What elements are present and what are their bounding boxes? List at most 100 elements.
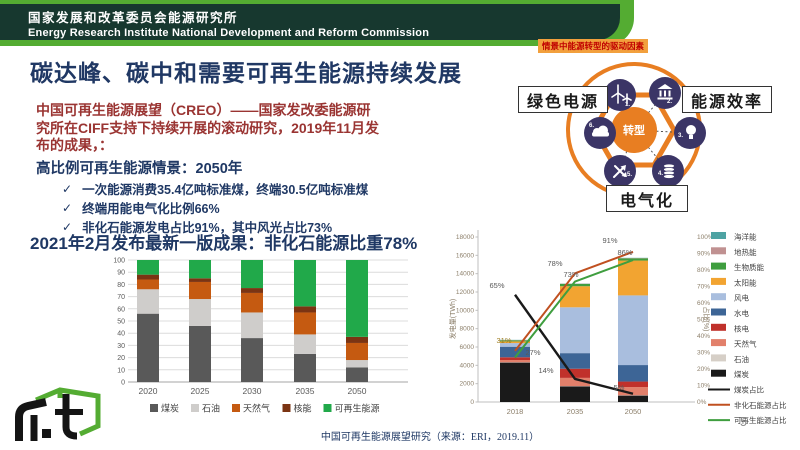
bullet-text: 终端用能电气化比例66% bbox=[82, 202, 220, 216]
intro-line-1: 中国可再生能源展望（CREO）——国家发改委能源研 bbox=[36, 102, 371, 118]
transition-diagram-svg: 转型 1. 2. bbox=[566, 62, 706, 198]
svg-text:4.: 4. bbox=[658, 171, 663, 177]
svg-text:2030: 2030 bbox=[243, 386, 262, 396]
svg-text:80: 80 bbox=[117, 282, 125, 289]
svg-text:煤炭: 煤炭 bbox=[161, 403, 179, 414]
intro-line-2: 究所在CIFF支持下持续开展的滚动研究，2019年11月发 bbox=[36, 119, 380, 136]
svg-text:91%: 91% bbox=[602, 236, 617, 245]
box-energy-efficiency: 能源效率 bbox=[682, 86, 772, 113]
svg-text:海洋能: 海洋能 bbox=[734, 232, 757, 242]
svg-text:14000: 14000 bbox=[456, 271, 474, 278]
check-icon: ✓ bbox=[62, 219, 73, 234]
svg-text:31%: 31% bbox=[496, 336, 511, 345]
page-number: 5 bbox=[740, 415, 747, 429]
svg-text:2035: 2035 bbox=[567, 407, 584, 416]
bank-icon: 2. bbox=[649, 77, 681, 109]
eri-logo bbox=[6, 384, 106, 450]
svg-text:煤炭: 煤炭 bbox=[734, 369, 749, 379]
bullet-text: 非化石能源发电占比91%，其中风光占比73% bbox=[82, 221, 333, 235]
svg-text:核电: 核电 bbox=[734, 323, 749, 333]
svg-text:12000: 12000 bbox=[456, 289, 474, 296]
bullet-item: ✓ 非化石能源发电占比91%，其中风光占比73% bbox=[62, 217, 368, 236]
svg-text:70: 70 bbox=[117, 294, 125, 301]
arrows-icon: 5. bbox=[604, 155, 636, 187]
scenario-heading: 高比例可再生能源情景：2050年 bbox=[36, 161, 243, 177]
svg-text:10000: 10000 bbox=[456, 307, 474, 314]
intro-paragraph: 中国可再生能源展望（CREO）——国家发改委能源研 究所在CIFF支持下持续开展… bbox=[36, 102, 379, 155]
svg-text:73%: 73% bbox=[563, 270, 578, 279]
diagram-center-label: 转型 bbox=[623, 123, 645, 137]
svg-text:86%: 86% bbox=[617, 248, 632, 257]
svg-text:20%: 20% bbox=[697, 366, 710, 373]
svg-text:天然气: 天然气 bbox=[243, 403, 270, 414]
check-icon: ✓ bbox=[62, 181, 73, 196]
generation-chart-svg: 0 2000 4000 6000 8000 10000 12000 14000 16000 180… bbox=[448, 230, 787, 425]
svg-text:30: 30 bbox=[117, 343, 125, 350]
svg-text:2050: 2050 bbox=[348, 386, 367, 396]
svg-text:0: 0 bbox=[121, 380, 125, 387]
diagram-center-circle bbox=[611, 107, 657, 153]
svg-text:6000: 6000 bbox=[460, 344, 475, 351]
energy-mix-chart: 0 10 20 30 40 50 60 70 80 90 100 2020 2025 2030 2035 20… bbox=[108, 247, 443, 425]
svg-text:核能: 核能 bbox=[294, 403, 312, 414]
box-electrification: 电气化 bbox=[606, 185, 688, 212]
svg-text:2.: 2. bbox=[667, 99, 672, 105]
driver-badge: 情景中能源转型的驱动因素 bbox=[538, 39, 649, 53]
svg-text:石油: 石油 bbox=[202, 403, 220, 414]
svg-text:2018: 2018 bbox=[507, 407, 524, 416]
svg-text:40: 40 bbox=[117, 331, 125, 338]
svg-text:风电: 风电 bbox=[734, 293, 749, 303]
wind-turbine-icon: 1. bbox=[604, 79, 636, 111]
svg-text:40%: 40% bbox=[697, 333, 710, 340]
svg-text:2035: 2035 bbox=[296, 386, 315, 396]
svg-text:2020: 2020 bbox=[139, 386, 158, 396]
bulb-icon: 3. bbox=[674, 117, 706, 149]
bullet-item: ✓ 一次能源消费35.4亿吨标准煤，终端30.5亿吨标准煤 bbox=[62, 179, 368, 198]
svg-text:5.: 5. bbox=[627, 172, 632, 178]
svg-text:90: 90 bbox=[117, 270, 125, 277]
svg-text:10: 10 bbox=[117, 367, 125, 374]
svg-text:2000: 2000 bbox=[460, 381, 475, 388]
svg-text:占比(%): 占比(%) bbox=[702, 307, 711, 332]
svg-text:90%: 90% bbox=[697, 251, 710, 258]
svg-text:太阳能: 太阳能 bbox=[734, 277, 757, 287]
svg-text:水电: 水电 bbox=[734, 308, 749, 318]
svg-text:1.: 1. bbox=[625, 102, 630, 108]
svg-text:30%: 30% bbox=[697, 350, 710, 357]
svg-text:煤炭占比: 煤炭占比 bbox=[734, 385, 764, 395]
svg-text:60: 60 bbox=[117, 306, 125, 313]
svg-text:100: 100 bbox=[113, 258, 125, 265]
cloud-icon: 6. bbox=[584, 117, 616, 149]
update-result-line: 2021年2月发布最新一版成果：非化石能源比重78% bbox=[30, 234, 418, 253]
svg-text:50%: 50% bbox=[697, 317, 710, 324]
eri-logo-svg bbox=[15, 387, 101, 441]
transition-diagram: 转型 1. 2. bbox=[515, 55, 800, 230]
svg-text:石油: 石油 bbox=[734, 354, 749, 364]
svg-text:可再生能源占比: 可再生能源占比 bbox=[734, 415, 787, 425]
svg-text:18000: 18000 bbox=[456, 234, 474, 241]
svg-text:5%: 5% bbox=[614, 383, 625, 392]
svg-text:14%: 14% bbox=[538, 366, 553, 375]
logo-green-box bbox=[35, 387, 101, 437]
check-icon: ✓ bbox=[62, 200, 73, 215]
svg-text:地热能: 地热能 bbox=[734, 247, 757, 257]
svg-text:0%: 0% bbox=[697, 399, 707, 406]
svg-text:天然气: 天然气 bbox=[734, 339, 757, 349]
logo-glyph bbox=[15, 394, 83, 441]
svg-text:可再生能源: 可再生能源 bbox=[335, 403, 380, 414]
header-band: 国家发展和改革委员会能源研究所 Energy Research Institut… bbox=[0, 0, 634, 46]
coins-icon: 4. bbox=[652, 155, 684, 187]
svg-text:78%: 78% bbox=[547, 259, 562, 268]
header-inner: 国家发展和改革委员会能源研究所 Energy Research Institut… bbox=[0, 4, 620, 40]
svg-text:生物质能: 生物质能 bbox=[734, 262, 764, 272]
svg-text:65%: 65% bbox=[489, 281, 504, 290]
svg-text:非化石能源占比: 非化石能源占比 bbox=[734, 400, 787, 410]
generation-chart: 0 2000 4000 6000 8000 10000 12000 14000 16000 180… bbox=[445, 222, 800, 430]
svg-text:16000: 16000 bbox=[456, 252, 474, 259]
institute-name-en: Energy Research Institute National Devel… bbox=[28, 27, 430, 39]
svg-text:8000: 8000 bbox=[460, 326, 475, 333]
svg-text:6.: 6. bbox=[589, 123, 594, 129]
svg-text:27%: 27% bbox=[525, 348, 540, 357]
